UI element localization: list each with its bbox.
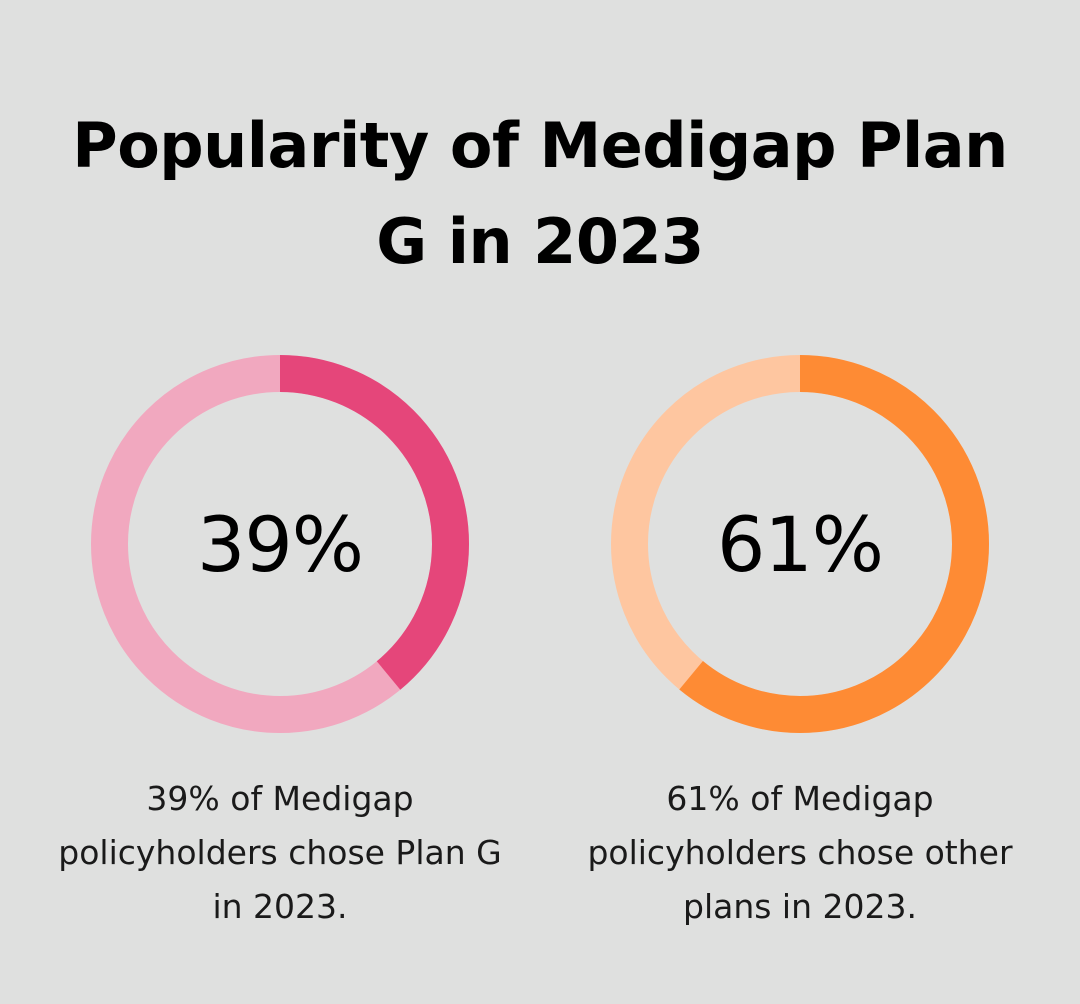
donut-arc-plan-g — [91, 355, 469, 733]
donut-arc-other-plans — [611, 355, 989, 733]
donut-svg-other-plans — [611, 355, 989, 733]
donut-chart-plan-g: 39% — [91, 355, 469, 733]
caption-plan-g: 39% of Medigap policyholders chose Plan … — [58, 779, 502, 926]
caption-other-plans: 61% of Medigap policyholders chose other… — [587, 779, 1013, 926]
donut-value-plan-g: 39% — [197, 499, 364, 589]
chart-title: Popularity of Medigap Plan G in 2023 — [72, 109, 1008, 278]
donut-svg-plan-g — [91, 355, 469, 733]
donut-value-other-plans: 61% — [717, 499, 884, 589]
donut-chart-other-plans: 61% — [611, 355, 989, 733]
